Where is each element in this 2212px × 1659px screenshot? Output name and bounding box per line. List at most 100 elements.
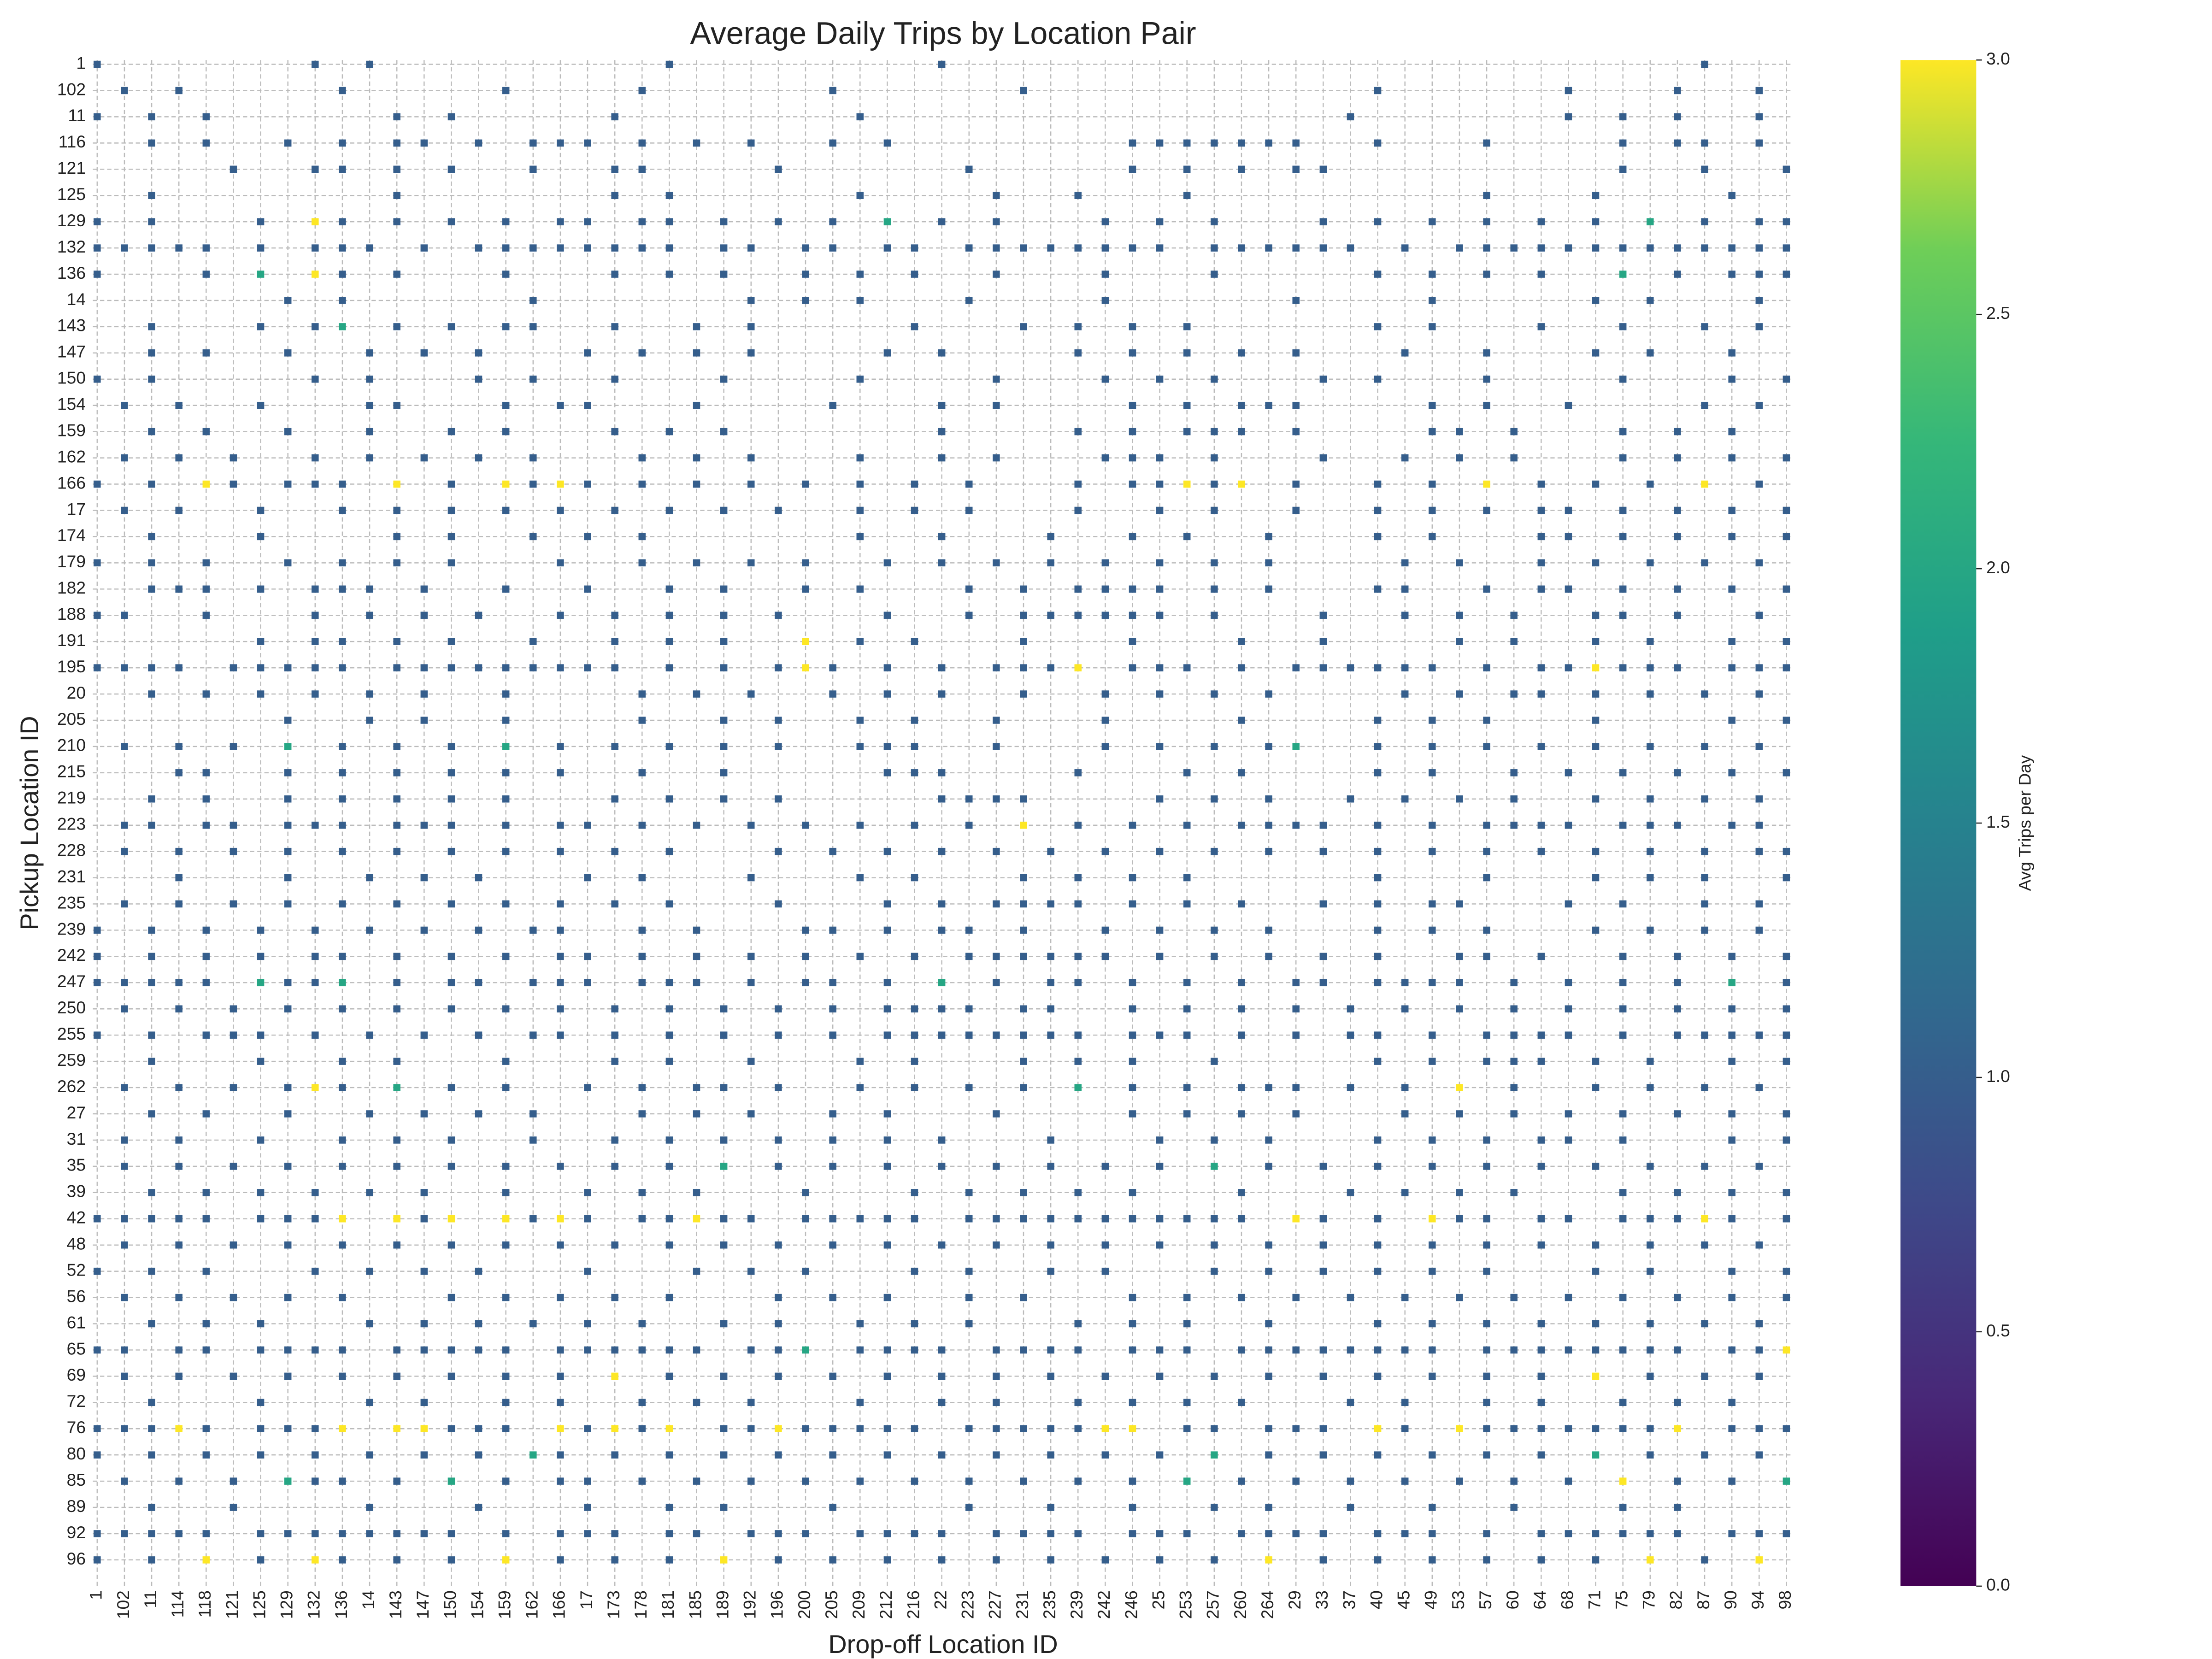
- heatmap-cell: [1238, 428, 1245, 435]
- heatmap-cell: [1674, 533, 1681, 541]
- y-tick-label: 42: [67, 1208, 86, 1227]
- heatmap-cell: [447, 1477, 455, 1485]
- heatmap-cell: [312, 1267, 319, 1275]
- heatmap-cell: [1701, 401, 1708, 409]
- heatmap-cell: [312, 218, 319, 225]
- heatmap-cell: [1429, 1504, 1436, 1511]
- heatmap-cell: [1238, 717, 1245, 724]
- heatmap-cell: [1020, 87, 1027, 94]
- heatmap-cell: [257, 1530, 265, 1537]
- heatmap-cell: [1183, 769, 1191, 777]
- heatmap-cell: [883, 1346, 891, 1354]
- heatmap-cell: [557, 139, 564, 147]
- heatmap-cell: [1783, 1189, 1790, 1196]
- heatmap-cell: [1701, 1372, 1708, 1380]
- heatmap-cell: [1292, 743, 1300, 750]
- x-tick-label: 239: [1067, 1590, 1086, 1619]
- heatmap-cell: [257, 1346, 265, 1354]
- heatmap-cell: [1292, 506, 1300, 514]
- heatmap-cell: [1047, 1451, 1054, 1459]
- heatmap-cell: [284, 874, 292, 882]
- heatmap-cell: [1728, 533, 1735, 541]
- heatmap-cell: [339, 1005, 346, 1013]
- y-tick-label: 231: [57, 866, 86, 886]
- heatmap-cell: [638, 690, 646, 698]
- heatmap-cell: [502, 1084, 510, 1091]
- heatmap-cell: [638, 165, 646, 173]
- heatmap-cell: [1647, 1425, 1654, 1432]
- heatmap-cell: [1183, 900, 1191, 908]
- heatmap-cell: [1401, 690, 1409, 698]
- heatmap-cell: [584, 244, 591, 252]
- heatmap-cell: [1510, 769, 1518, 777]
- heatmap-cell: [1374, 1215, 1382, 1223]
- x-tick-label: 178: [631, 1590, 650, 1619]
- heatmap-cell: [257, 1556, 265, 1564]
- y-tick-label: 132: [57, 237, 86, 256]
- heatmap-cell: [121, 1346, 128, 1354]
- heatmap-cell: [1510, 1425, 1518, 1432]
- heatmap-cell: [1456, 1110, 1463, 1118]
- heatmap-cell: [502, 821, 510, 829]
- heatmap-cell: [94, 1556, 101, 1564]
- heatmap-cell: [502, 795, 510, 803]
- heatmap-cell: [1047, 533, 1054, 541]
- heatmap-cell: [121, 87, 128, 94]
- heatmap-cell: [965, 165, 973, 173]
- heatmap-cell: [1537, 743, 1545, 750]
- heatmap-cell: [1020, 900, 1027, 908]
- heatmap-cell: [775, 743, 782, 750]
- heatmap-cell: [1456, 900, 1463, 908]
- heatmap-cell: [693, 979, 700, 987]
- heatmap-cell: [1401, 1530, 1409, 1537]
- heatmap-cell: [1537, 847, 1545, 855]
- heatmap-cell: [802, 1477, 809, 1485]
- heatmap-cell: [94, 218, 101, 225]
- heatmap-cell: [665, 218, 673, 225]
- y-tick-label: 76: [67, 1418, 86, 1437]
- y-tick-label: 56: [67, 1286, 86, 1306]
- heatmap-cell: [94, 926, 101, 934]
- heatmap-cell: [175, 1215, 182, 1223]
- heatmap-cell: [584, 953, 591, 960]
- heatmap-cell: [121, 1005, 128, 1013]
- heatmap-cell: [1211, 743, 1218, 750]
- heatmap-cell: [502, 1294, 510, 1301]
- heatmap-cell: [557, 1451, 564, 1459]
- heatmap-cell: [1483, 192, 1490, 199]
- heatmap-cell: [393, 638, 400, 645]
- heatmap-cell: [148, 533, 155, 541]
- heatmap-cell: [1238, 1005, 1245, 1013]
- heatmap-cell: [1565, 401, 1572, 409]
- heatmap-cell: [447, 1530, 455, 1537]
- heatmap-cell: [1374, 979, 1382, 987]
- heatmap-cell: [393, 1163, 400, 1170]
- heatmap-cell: [148, 690, 155, 698]
- heatmap-cell: [1156, 1556, 1164, 1564]
- heatmap-cell: [257, 271, 265, 278]
- heatmap-cell: [1374, 874, 1382, 882]
- heatmap-cell: [557, 769, 564, 777]
- heatmap-cell: [693, 1267, 700, 1275]
- heatmap-cell: [1156, 1136, 1164, 1144]
- heatmap-cell: [1238, 139, 1245, 147]
- heatmap-cell: [1401, 1346, 1409, 1354]
- heatmap-cell: [1674, 979, 1681, 987]
- heatmap-cell: [1319, 612, 1327, 619]
- heatmap-cell: [175, 585, 182, 593]
- heatmap-cell: [993, 1241, 1000, 1249]
- heatmap-cell: [502, 664, 510, 671]
- heatmap-cell: [1401, 559, 1409, 567]
- heatmap-cell: [1074, 1346, 1082, 1354]
- heatmap-cell: [938, 1556, 946, 1564]
- heatmap-cell: [1483, 1031, 1490, 1039]
- heatmap-cell: [1565, 769, 1572, 777]
- heatmap-cell: [1565, 244, 1572, 252]
- heatmap-cell: [1183, 1346, 1191, 1354]
- heatmap-cell: [257, 926, 265, 934]
- heatmap-cell: [420, 1031, 428, 1039]
- heatmap-cell: [911, 1346, 918, 1354]
- x-tick-label: 136: [331, 1590, 351, 1619]
- heatmap-cell: [121, 1372, 128, 1380]
- heatmap-cell: [856, 297, 864, 304]
